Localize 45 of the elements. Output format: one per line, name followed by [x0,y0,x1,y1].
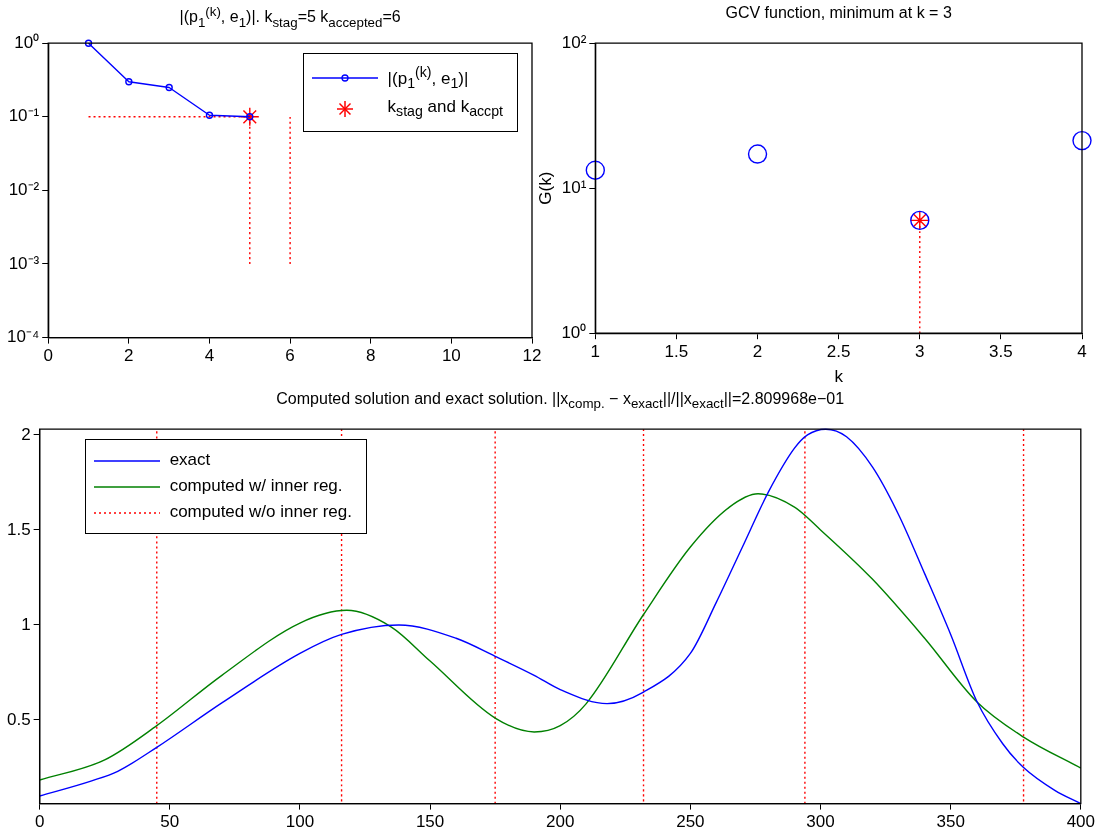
y-tick-label: 10² [561,32,587,52]
chart-title: |(p$_{1}$$^{(k)}$, e$_{1}$)|. k$_{stag}$=5 k$_{accepted}$=6 [179,4,401,30]
x-tick-label: 0 [34,812,45,832]
y-tick-label: 10⁻¹ [8,106,40,126]
x-tick-label: 150 [415,812,445,832]
x-tick-label: 12 [522,346,542,366]
x-tick-label: 2 [124,346,134,366]
x-tick-label: 4 [204,346,215,366]
y-tick-label: 1 [21,614,31,634]
legend-label: computed w/o inner reg. [169,501,353,524]
x-axis-title: k [834,367,844,387]
x-tick-label: 1 [590,342,601,362]
y-axis-title: G(k) [535,171,555,205]
legend-label: computed w/ inner reg. [169,475,343,498]
x-tick-label: 10 [441,346,461,366]
y-tick-label: 10⁰ [561,322,587,342]
y-tick-label: 0.5 [6,709,31,729]
x-tick-label: 1.5 [664,342,689,362]
x-tick-label: 8 [366,346,376,366]
chart-title: Computed solution and exact solution. ||x$_{comp.}$ − x$_{exact}$||/||x$_{exact}$||=2.809968e−01 [275,390,846,412]
x-tick-label: 250 [676,812,705,832]
x-tick-label: 300 [806,812,835,832]
x-tick-label: 350 [936,812,965,832]
x-tick-label: 2 [752,342,763,362]
y-tick-label: 10⁰ [14,32,40,52]
x-tick-label: 6 [285,346,295,366]
y-tick-label: 1.5 [6,519,31,539]
y-tick-label: 10⁻³ [8,253,40,273]
x-tick-label: 3 [915,342,925,362]
x-tick-label: 3.5 [989,342,1013,362]
x-tick-label: 50 [160,812,180,832]
y-tick-label: 10⁻² [8,180,40,200]
x-tick-label: 100 [285,812,315,832]
legend-label: k$_{stag}$ and k$_{accpt}$ [387,96,503,122]
x-tick-label: 2.5 [826,342,851,362]
x-tick-label: 4 [1077,342,1087,362]
chart-title: GCV function, minimum at k = 3 [724,4,953,22]
y-tick-label: 10¹ [561,177,587,197]
y-tick-label: 2 [21,424,31,444]
legend-label: exact [169,449,211,472]
legend-label: |(p$_{1}$$^{(k)}$, e$_{1}$)| [387,63,469,94]
x-tick-label: 0 [43,346,53,366]
x-tick-label: 200 [546,812,575,832]
y-tick-label: 10⁻⁴ [7,327,40,347]
x-tick-label: 400 [1066,812,1096,832]
